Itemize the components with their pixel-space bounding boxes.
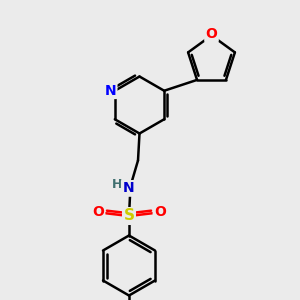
- Text: N: N: [104, 84, 116, 98]
- Text: H: H: [112, 178, 122, 191]
- Text: N: N: [122, 182, 134, 195]
- Text: O: O: [92, 205, 104, 218]
- Text: O: O: [154, 205, 166, 218]
- Text: S: S: [124, 208, 134, 224]
- Text: O: O: [206, 27, 218, 41]
